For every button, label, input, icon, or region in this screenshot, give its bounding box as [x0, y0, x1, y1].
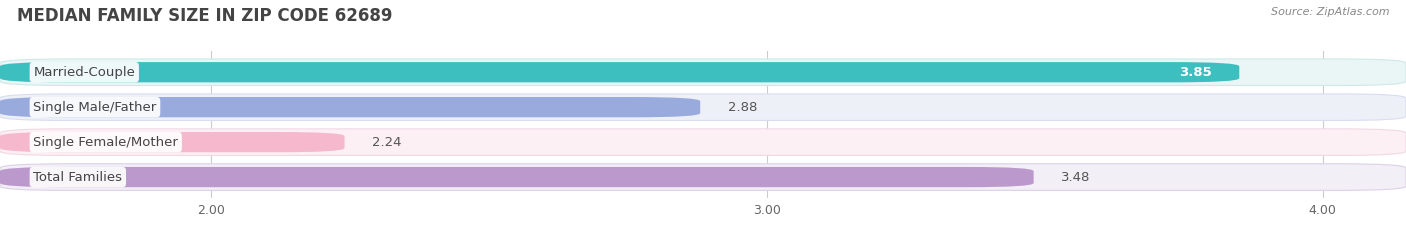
- FancyBboxPatch shape: [0, 62, 1239, 82]
- Text: 2.88: 2.88: [728, 101, 758, 114]
- Text: 2.24: 2.24: [373, 136, 402, 149]
- FancyBboxPatch shape: [0, 167, 1033, 187]
- Text: Single Male/Father: Single Male/Father: [34, 101, 156, 114]
- Text: Total Families: Total Families: [34, 171, 122, 184]
- FancyBboxPatch shape: [0, 97, 700, 117]
- FancyBboxPatch shape: [0, 129, 1406, 155]
- Text: 3.85: 3.85: [1178, 66, 1212, 79]
- Text: Married-Couple: Married-Couple: [34, 66, 135, 79]
- FancyBboxPatch shape: [0, 94, 1406, 120]
- FancyBboxPatch shape: [0, 132, 344, 152]
- Text: MEDIAN FAMILY SIZE IN ZIP CODE 62689: MEDIAN FAMILY SIZE IN ZIP CODE 62689: [17, 7, 392, 25]
- FancyBboxPatch shape: [0, 59, 1406, 86]
- Text: Single Female/Mother: Single Female/Mother: [34, 136, 179, 149]
- Text: 3.48: 3.48: [1062, 171, 1091, 184]
- Text: Source: ZipAtlas.com: Source: ZipAtlas.com: [1271, 7, 1389, 17]
- FancyBboxPatch shape: [0, 164, 1406, 190]
